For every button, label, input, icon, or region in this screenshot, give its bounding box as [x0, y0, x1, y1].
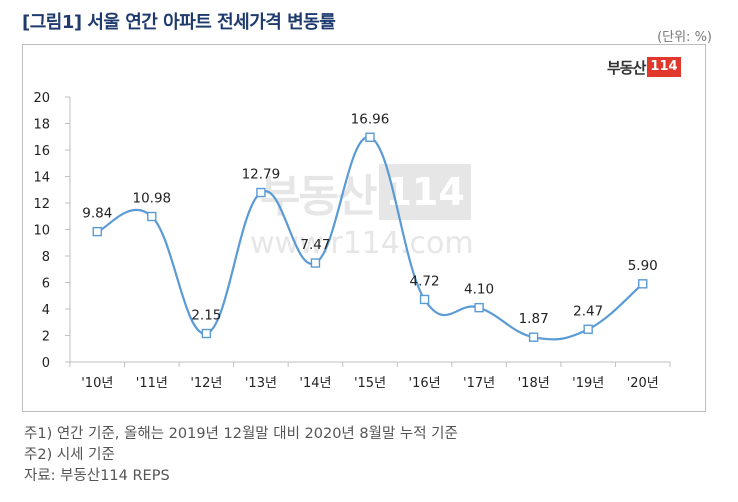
x-tick-label: '17년	[463, 376, 495, 391]
y-tick-label: 8	[42, 250, 50, 265]
x-tick-label: '11년	[136, 376, 168, 391]
data-label: 1.87	[519, 311, 549, 327]
data-label: 16.96	[351, 111, 390, 127]
data-point	[256, 187, 266, 198]
y-tick-label: 0	[42, 356, 50, 371]
data-label: 2.15	[191, 308, 221, 324]
data-point	[474, 302, 484, 313]
data-point	[583, 324, 593, 334]
footnotes: 주1) 연간 기준, 올해는 2019년 12월말 대비 2020년 8월말 누…	[24, 424, 458, 487]
data-label: 10.98	[132, 191, 171, 207]
data-point	[528, 332, 539, 342]
logo-number: 114	[647, 57, 681, 77]
data-label: 4.10	[464, 282, 494, 298]
x-tick-label: '16년	[409, 376, 441, 391]
y-tick-label: 14	[33, 171, 50, 186]
data-point	[310, 258, 321, 268]
chart-title: [그림1] 서울 연간 아파트 전세가격 변동률	[22, 12, 336, 33]
data-label: 9.84	[82, 206, 112, 222]
data-label: 4.72	[410, 273, 440, 289]
footnote-1: 주1) 연간 기준, 올해는 2019년 12월말 대비 2020년 8월말 누…	[24, 426, 458, 442]
logo-text: 부동산	[607, 58, 646, 77]
y-tick-label: 20	[33, 91, 50, 106]
brand-logo: 부동산 114	[607, 56, 681, 78]
y-tick-label: 6	[42, 277, 50, 292]
y-tick-label: 16	[33, 144, 50, 159]
data-point	[147, 211, 157, 222]
unit-label: (단위: %)	[657, 30, 712, 45]
data-point	[201, 328, 212, 339]
y-tick-label: 12	[33, 197, 50, 212]
y-tick-label: 10	[33, 224, 50, 239]
data-label: 2.47	[573, 303, 603, 319]
x-tick-label: '19년	[572, 376, 604, 391]
series-line	[96, 136, 644, 341]
data-point	[419, 294, 430, 305]
data-label: 5.90	[628, 258, 658, 274]
footnote-2: 주2) 시세 기준	[24, 447, 115, 463]
chart-frame	[22, 44, 706, 412]
y-tick-label: 18	[33, 118, 50, 133]
y-tick-label: 2	[42, 330, 50, 345]
x-tick-label: '10년	[81, 376, 113, 391]
x-tick-label: '18년	[518, 376, 550, 391]
x-tick-label: '15년	[354, 376, 386, 391]
data-point	[92, 226, 102, 237]
x-tick-label: '20년	[627, 376, 659, 391]
data-point	[638, 279, 648, 289]
data-label: 12.79	[242, 167, 281, 183]
x-tick-label: '13년	[245, 376, 277, 391]
data-label: 7.47	[300, 237, 330, 253]
x-tick-label: '14년	[299, 376, 331, 391]
source-note: 자료: 부동산114 REPS	[24, 468, 170, 484]
y-tick-label: 4	[42, 303, 50, 318]
x-tick-label: '12년	[190, 376, 222, 391]
data-point	[365, 132, 375, 142]
